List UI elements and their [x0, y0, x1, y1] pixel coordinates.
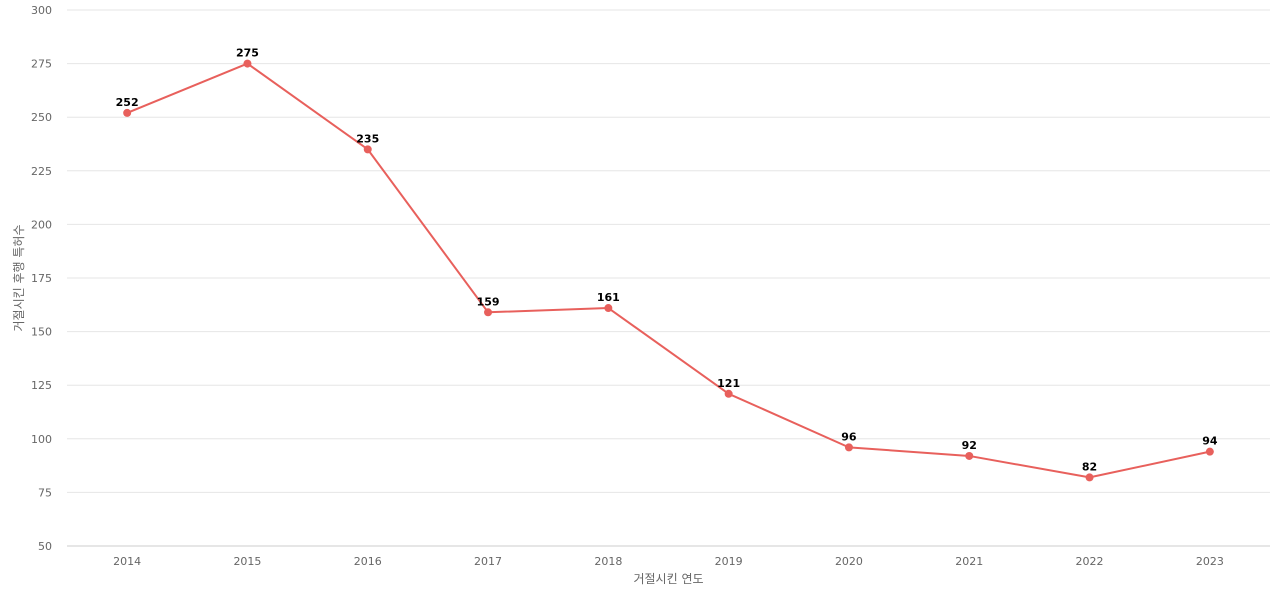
data-label: 235 [356, 132, 379, 145]
y-axis-title: 거절시킨 후행 특허수 [11, 225, 26, 332]
x-tick-label: 2021 [955, 555, 983, 568]
y-tick-label: 100 [31, 433, 52, 446]
data-point [363, 145, 372, 154]
data-label: 96 [841, 430, 857, 443]
data-point [1205, 447, 1214, 456]
data-label: 82 [1082, 460, 1097, 473]
y-tick-label: 125 [31, 379, 52, 392]
y-tick-label: 50 [38, 540, 52, 553]
data-label: 92 [962, 439, 977, 452]
data-label: 252 [116, 96, 139, 109]
x-tick-label: 2014 [113, 555, 141, 568]
x-tick-label: 2017 [474, 555, 502, 568]
x-tick-label: 2023 [1196, 555, 1224, 568]
data-point [724, 389, 733, 398]
data-point [844, 443, 853, 452]
y-tick-label: 300 [31, 4, 52, 17]
y-tick-label: 250 [31, 111, 52, 124]
y-tick-label: 175 [31, 272, 52, 285]
data-label: 161 [597, 291, 620, 304]
x-tick-label: 2016 [354, 555, 382, 568]
data-point [1085, 473, 1094, 482]
data-label: 159 [477, 295, 500, 308]
data-point [484, 308, 493, 317]
data-label: 121 [717, 377, 740, 390]
x-axis-title: 거절시킨 연도 [633, 572, 703, 586]
series-line [126, 62, 1211, 479]
data-label: 94 [1202, 435, 1218, 448]
y-tick-label: 275 [31, 58, 52, 71]
y-tick-label: 225 [31, 165, 52, 178]
x-tick-label: 2022 [1076, 555, 1104, 568]
data-point [965, 451, 974, 460]
data-label: 275 [236, 47, 259, 60]
y-tick-label: 75 [38, 486, 52, 499]
data-point [243, 59, 252, 68]
x-tick-label: 2015 [233, 555, 261, 568]
x-axis-ticks: 2014 2015 2016 2017 2018 2019 2020 2021 2022 2023 [113, 555, 1224, 568]
data-point [604, 304, 613, 313]
y-tick-label: 200 [31, 218, 52, 231]
data-point [123, 108, 132, 117]
x-tick-label: 2020 [835, 555, 863, 568]
series-layer [123, 59, 1214, 482]
x-tick-label: 2019 [715, 555, 743, 568]
grid-lines [67, 9, 1270, 547]
y-tick-label: 150 [31, 326, 52, 339]
data-labels: 252 275 235 159 161 121 96 92 82 94 [116, 47, 1218, 474]
y-axis-ticks: 50 75 100 125 150 175 200 225 250 275 300 [31, 4, 52, 553]
x-tick-label: 2018 [594, 555, 622, 568]
